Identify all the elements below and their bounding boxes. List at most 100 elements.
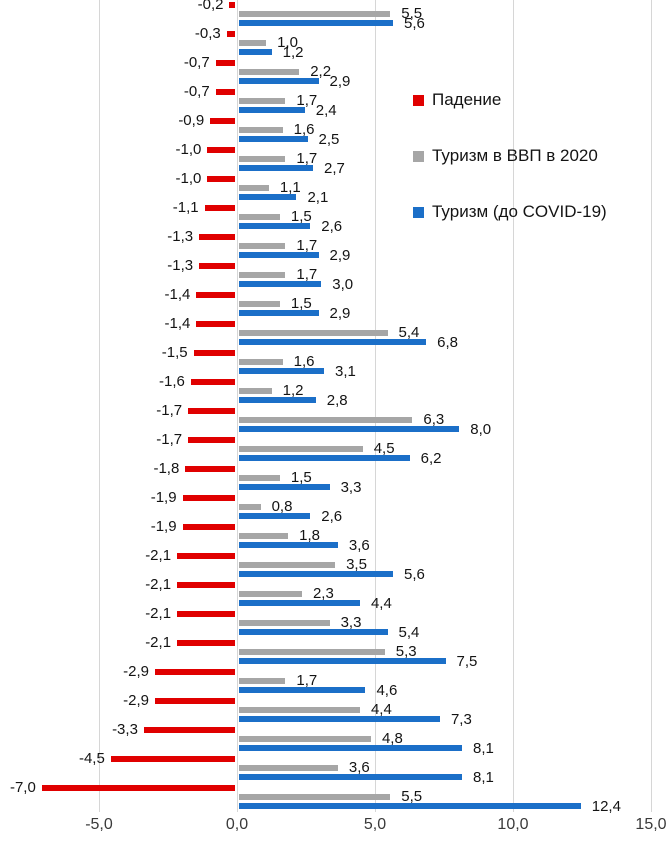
- bar-label-tourism-pre-covid: 12,4: [591, 797, 621, 815]
- bar-fall: [143, 726, 235, 733]
- bar-label-tourism-gdp-2020: 1,7: [296, 237, 318, 255]
- bar-label-tourism-pre-covid: 2,7: [324, 159, 345, 177]
- bar-tourism-pre-covid: [238, 542, 338, 549]
- bar-tourism-pre-covid: [238, 368, 325, 375]
- bar-tourism-pre-covid: [238, 310, 319, 317]
- bar-label-fall: -1,6: [158, 373, 185, 391]
- bar-label-fall: -1,4: [164, 286, 191, 304]
- bar-tourism-gdp-2020: [238, 677, 286, 685]
- bar-tourism-pre-covid: [238, 165, 314, 172]
- bar-label-tourism-gdp-2020: 5,4: [398, 324, 420, 342]
- bar-tourism-gdp-2020: [238, 735, 371, 743]
- bar-fall: [196, 320, 235, 327]
- bar-tourism-pre-covid: [238, 571, 394, 578]
- bar-label-tourism-pre-covid: 6,2: [420, 449, 442, 467]
- bar-label-tourism-gdp-2020: 5,5: [401, 5, 423, 23]
- bar-tourism-pre-covid: [238, 136, 308, 143]
- bar-fall: [207, 175, 235, 182]
- bar-label-tourism-pre-covid: 5,6: [404, 565, 425, 583]
- bar-label-tourism-gdp-2020: 5,3: [395, 643, 417, 661]
- bar-tourism-pre-covid: [238, 397, 316, 404]
- bar-tourism-gdp-2020: [238, 416, 413, 424]
- bar-tourism-gdp-2020: [238, 590, 302, 598]
- bar-label-tourism-pre-covid: 8,1: [473, 768, 494, 786]
- bar-label-tourism-pre-covid: 2,9: [329, 304, 351, 322]
- bar-tourism-gdp-2020: [238, 329, 388, 337]
- bar-label-tourism-pre-covid: 1,2: [282, 43, 304, 61]
- bar-tourism-gdp-2020: [238, 126, 283, 134]
- bar-label-tourism-pre-covid: 4,4: [370, 594, 392, 612]
- bar-fall: [182, 523, 235, 530]
- bar-tourism-pre-covid: [238, 658, 446, 665]
- x-axis-tick-label: 10,0: [497, 816, 529, 833]
- bar-tourism-pre-covid: [238, 78, 319, 85]
- bar-tourism-pre-covid: [238, 339, 427, 346]
- bar-label-fall: -1,0: [175, 170, 202, 188]
- bar-fall: [182, 494, 235, 501]
- bar-label-tourism-gdp-2020: 3,5: [346, 556, 367, 574]
- bar-fall: [188, 407, 235, 414]
- bar-label-tourism-gdp-2020: 4,8: [381, 730, 403, 748]
- bar-label-tourism-pre-covid: 2,9: [329, 246, 351, 264]
- bar-label-tourism-gdp-2020: 1,1: [279, 179, 301, 197]
- bar-label-tourism-pre-covid: 3,0: [332, 275, 354, 293]
- bar-label-tourism-gdp-2020: 1,7: [296, 266, 318, 284]
- bar-label-fall: -0,7: [183, 54, 210, 72]
- bar-label-fall: -0,2: [197, 0, 224, 14]
- bar-fall: [210, 117, 235, 124]
- bar-tourism-pre-covid: [238, 629, 388, 636]
- bar-tourism-gdp-2020: [238, 561, 336, 569]
- bar-label-fall: -2,1: [145, 576, 172, 594]
- legend-item-fall: Падение: [413, 90, 607, 109]
- gridline: [237, 0, 238, 812]
- bar-tourism-gdp-2020: [238, 213, 280, 221]
- bar-label-tourism-gdp-2020: 3,6: [348, 759, 370, 777]
- bar-tourism-gdp-2020: [238, 271, 286, 279]
- bar-tourism-gdp-2020: [238, 532, 289, 540]
- bar-fall: [110, 755, 235, 762]
- legend-label: Падение: [432, 90, 502, 109]
- bar-label-tourism-gdp-2020: 1,7: [296, 92, 318, 110]
- gridline: [99, 0, 100, 812]
- bar-label-tourism-gdp-2020: 3,3: [340, 614, 362, 632]
- bar-tourism-gdp-2020: [238, 503, 261, 511]
- bar-label-fall: -1,7: [156, 402, 183, 420]
- bar-tourism-pre-covid: [238, 107, 305, 114]
- bar-tourism-gdp-2020: [238, 242, 286, 250]
- legend-swatch-tourism-gdp-2020-icon: [413, 150, 424, 162]
- bar-tourism-pre-covid: [238, 49, 272, 56]
- bar-fall: [185, 465, 235, 472]
- bar-tourism-pre-covid: [238, 600, 360, 607]
- bar-label-fall: -1,8: [153, 460, 180, 478]
- bar-fall: [41, 784, 235, 791]
- bar-label-tourism-gdp-2020: 1,6: [293, 121, 315, 139]
- bar-label-fall: -0,7: [183, 83, 210, 101]
- bar-tourism-gdp-2020: [238, 39, 267, 47]
- bar-label-tourism-pre-covid: 6,8: [437, 333, 459, 351]
- bar-tourism-gdp-2020: [238, 155, 286, 163]
- bar-fall: [229, 1, 235, 8]
- bar-fall: [154, 697, 235, 704]
- bar-tourism-pre-covid: [238, 484, 330, 491]
- bar-tourism-pre-covid: [238, 281, 322, 288]
- bar-fall: [154, 668, 235, 675]
- bar-label-fall: -1,7: [156, 431, 183, 449]
- bar-tourism-pre-covid: [238, 687, 366, 694]
- bar-fall: [199, 262, 235, 269]
- bar-label-fall: -3,3: [112, 721, 138, 739]
- bar-label-fall: -4,5: [78, 750, 105, 768]
- bar-tourism-gdp-2020: [238, 648, 385, 656]
- bar-label-tourism-gdp-2020: 1,7: [296, 150, 318, 168]
- legend-label: Туризм (до COVID-19): [432, 202, 607, 221]
- legend-swatch-tourism-pre-covid-icon: [413, 206, 424, 218]
- bar-label-fall: -1,1: [172, 199, 199, 217]
- bar-tourism-pre-covid: [238, 252, 319, 259]
- bar-label-fall: -0,9: [178, 112, 205, 130]
- bar-tourism-gdp-2020: [238, 10, 391, 18]
- bar-label-tourism-gdp-2020: 2,2: [310, 63, 332, 81]
- bar-fall: [177, 552, 235, 559]
- bar-label-tourism-pre-covid: 3,6: [348, 536, 370, 554]
- bar-label-tourism-gdp-2020: 0,8: [271, 498, 293, 516]
- legend: Падение Туризм в ВВП в 2020 Туризм (до COV…: [413, 90, 607, 259]
- bar-label-tourism-gdp-2020: 1,5: [290, 295, 312, 313]
